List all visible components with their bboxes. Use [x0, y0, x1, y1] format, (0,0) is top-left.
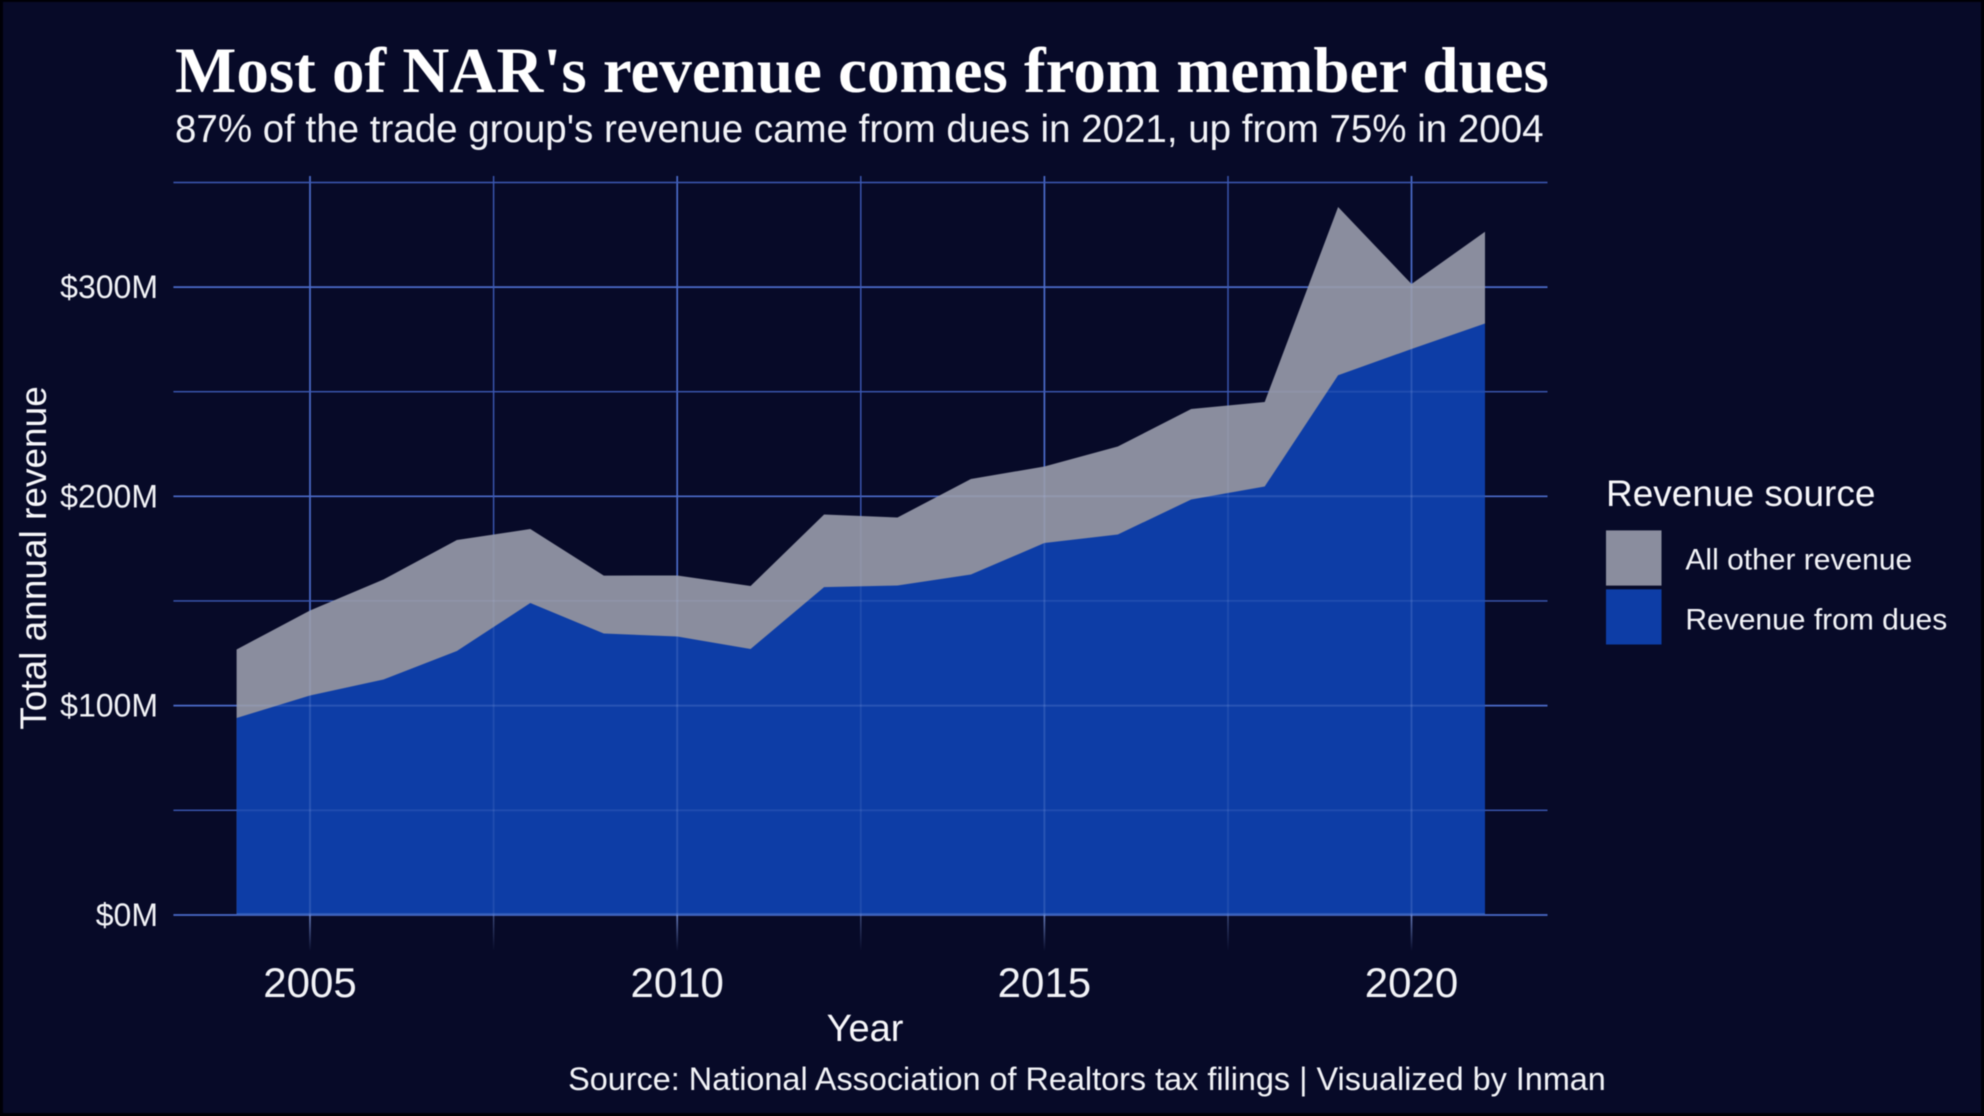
svg-text:Year: Year: [827, 1008, 904, 1050]
svg-text:Most of NAR's revenue comes fr: Most of NAR's revenue comes from member …: [175, 35, 1549, 107]
svg-text:Revenue from dues: Revenue from dues: [1685, 604, 1947, 637]
svg-text:Total annual revenue: Total annual revenue: [13, 386, 54, 730]
svg-text:2015: 2015: [998, 959, 1091, 1006]
svg-text:$100M: $100M: [60, 688, 158, 724]
svg-text:$300M: $300M: [60, 269, 158, 305]
svg-text:Revenue source: Revenue source: [1606, 473, 1875, 514]
svg-text:2020: 2020: [1365, 959, 1458, 1006]
svg-text:$200M: $200M: [60, 478, 158, 514]
svg-text:87% of the trade group's reven: 87% of the trade group's revenue came fr…: [175, 108, 1544, 151]
svg-text:All other revenue: All other revenue: [1685, 544, 1912, 577]
svg-text:Source: National Association o: Source: National Association of Realtors…: [568, 1061, 1606, 1097]
svg-text:$0M: $0M: [96, 897, 158, 933]
svg-text:2010: 2010: [630, 959, 723, 1006]
svg-text:2005: 2005: [263, 959, 356, 1006]
